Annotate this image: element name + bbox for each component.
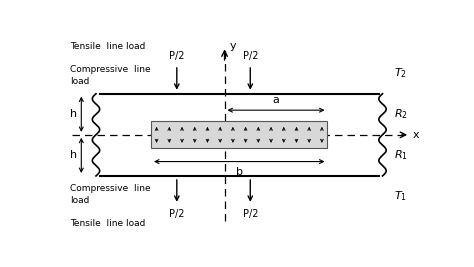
Text: Compressive  line: Compressive line: [70, 184, 151, 193]
Text: h: h: [70, 109, 77, 119]
Text: h: h: [70, 150, 77, 160]
Text: P/2: P/2: [243, 51, 258, 61]
Text: load: load: [70, 77, 90, 86]
Bar: [151, 121, 328, 148]
Text: Compressive  line: Compressive line: [70, 65, 151, 73]
Text: $T_2$: $T_2$: [393, 66, 407, 80]
Text: P/2: P/2: [169, 209, 184, 219]
Text: Tensile  line load: Tensile line load: [70, 219, 146, 228]
Text: x: x: [413, 130, 419, 140]
Text: P/2: P/2: [243, 209, 258, 219]
Text: b: b: [236, 167, 243, 177]
Text: P/2: P/2: [169, 51, 184, 61]
Text: $R_2$: $R_2$: [393, 107, 408, 121]
Text: y: y: [230, 41, 237, 52]
Text: $R_1$: $R_1$: [393, 148, 408, 162]
Text: load: load: [70, 196, 90, 205]
Text: a: a: [273, 95, 280, 105]
Text: $T_1$: $T_1$: [393, 190, 407, 203]
Text: Tensile  line load: Tensile line load: [70, 42, 146, 51]
